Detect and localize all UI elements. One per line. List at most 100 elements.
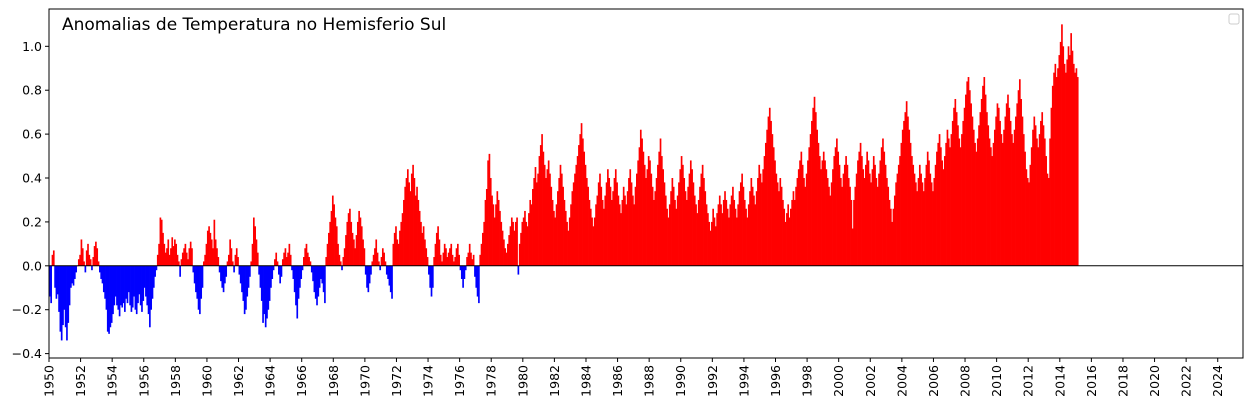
- bar: [331, 195, 334, 266]
- bar: [308, 257, 310, 266]
- bar: [289, 254, 292, 266]
- bar: [564, 210, 567, 266]
- bar: [776, 182, 779, 266]
- bar: [370, 265, 372, 275]
- bar: [770, 120, 772, 266]
- bar: [890, 208, 892, 266]
- bar: [787, 204, 790, 266]
- bar: [349, 208, 351, 266]
- bar: [64, 265, 67, 328]
- bar: [749, 191, 751, 266]
- bar: [726, 208, 729, 266]
- bar: [288, 243, 291, 266]
- bar: [113, 265, 116, 306]
- bar: [296, 265, 299, 319]
- bar: [675, 208, 678, 266]
- bar: [335, 226, 338, 266]
- bar: [562, 186, 564, 266]
- bar: [918, 164, 921, 266]
- bar: [549, 173, 551, 266]
- bar: [509, 226, 512, 266]
- bar: [397, 243, 400, 266]
- bar: [470, 252, 472, 266]
- bar: [616, 182, 618, 266]
- bar: [381, 248, 384, 266]
- x-tick-label: 2008: [958, 365, 973, 397]
- bar: [508, 235, 510, 266]
- bar: [221, 265, 224, 288]
- bar: [717, 204, 720, 266]
- bar: [676, 195, 679, 266]
- bar: [180, 259, 183, 266]
- bar: [593, 217, 596, 266]
- bar: [434, 243, 437, 266]
- bar: [1026, 178, 1029, 266]
- bar: [991, 156, 994, 266]
- bar: [585, 178, 588, 266]
- bar: [596, 195, 599, 266]
- x-tick-label: 1958: [168, 365, 183, 397]
- bar: [507, 243, 509, 266]
- y-tick-label: 0.2: [22, 214, 42, 229]
- bar: [170, 248, 172, 266]
- bar: [629, 169, 632, 266]
- bar: [786, 213, 788, 266]
- bar: [292, 265, 295, 279]
- bar: [450, 243, 453, 266]
- bar: [874, 164, 876, 266]
- bar: [754, 204, 757, 266]
- bar: [442, 252, 445, 266]
- bar: [768, 107, 771, 266]
- bar: [924, 178, 926, 266]
- bar: [262, 265, 264, 323]
- bar: [516, 217, 518, 266]
- bar: [713, 217, 716, 266]
- bar: [246, 265, 249, 297]
- bar: [732, 186, 734, 266]
- bar: [321, 265, 324, 284]
- bar: [630, 182, 633, 266]
- bar: [597, 182, 600, 266]
- x-tick-label: 2000: [831, 365, 846, 397]
- y-tick-label: 0.6: [22, 127, 42, 142]
- bar: [368, 265, 371, 284]
- bar: [225, 265, 228, 277]
- bar: [172, 246, 175, 266]
- bar: [622, 186, 625, 266]
- bar: [901, 129, 904, 266]
- bar: [855, 173, 858, 266]
- bar: [576, 156, 579, 266]
- bar: [1044, 138, 1046, 266]
- bar: [60, 265, 63, 341]
- bar: [297, 265, 300, 299]
- bar: [650, 173, 653, 266]
- bar: [950, 134, 953, 266]
- bar: [808, 147, 811, 266]
- bar: [938, 134, 941, 266]
- bar: [728, 217, 730, 266]
- bar: [543, 164, 546, 266]
- bar: [688, 173, 691, 266]
- bar: [472, 254, 475, 266]
- bar: [799, 160, 801, 266]
- x-tick-label: 1970: [357, 365, 372, 397]
- bar: [317, 265, 320, 297]
- bar: [505, 252, 508, 266]
- bar: [921, 182, 924, 266]
- bar: [603, 208, 605, 266]
- bar: [693, 195, 696, 266]
- bar: [134, 265, 137, 310]
- bar: [480, 243, 483, 266]
- bar: [485, 188, 488, 266]
- x-tick-label: 1994: [736, 365, 751, 397]
- bar: [530, 204, 533, 266]
- bar: [280, 265, 283, 277]
- bar: [867, 160, 870, 266]
- x-tick-label: 2020: [1147, 365, 1162, 397]
- bar: [229, 239, 231, 266]
- bar: [384, 261, 387, 266]
- bar: [443, 243, 446, 266]
- bar: [892, 208, 895, 266]
- bar: [416, 186, 418, 266]
- bar: [736, 217, 738, 266]
